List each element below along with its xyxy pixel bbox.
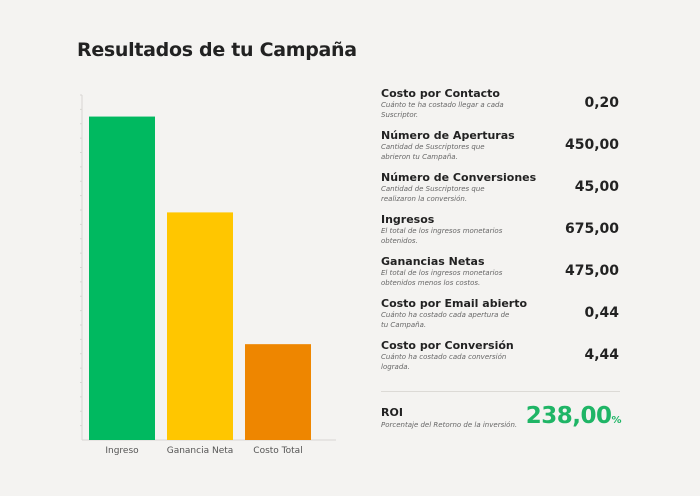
metric-value: 0,20 [584,95,619,111]
metric-ganancias-netas: Ganancias Netas El total de los ingresos… [381,255,621,295]
roi-number: 238,00 [525,403,612,429]
metric-description: El total de los ingresos monetarios obte… [381,269,503,287]
metric-costo-por-contacto: Costo por Contacto Cuánto te ha costado … [381,87,621,127]
bar-chart: Ingreso Ganancia Neta Costo Total [80,94,336,456]
metric-numero-de-conversiones: Número de Conversiones Cantidad de Suscr… [381,171,621,211]
bar-ingreso[interactable] [89,116,155,440]
metric-value: 0,44 [584,305,619,321]
metric-title: Ganancias Netas [381,255,485,268]
bar-ganancia-neta[interactable] [167,212,233,440]
bar-label-ganancia-neta: Ganancia Neta [166,446,234,456]
metric-description: Cuánto ha costado cada conversión lograd… [381,353,507,371]
metric-value: 4,44 [584,347,619,363]
metric-title: Costo por Contacto [381,87,500,100]
metric-title: Costo por Email abierto [381,297,528,310]
roi-description: Porcentaje del Retorno de la inversión. [381,421,518,429]
roi-block: ROI Porcentaje del Retorno de la inversi… [381,403,622,436]
chart-canvas [80,94,336,441]
metric-costo-por-conversion: Costo por Conversión Cuánto ha costado c… [381,339,621,379]
metric-description: Cantidad de Suscriptores que realizaron … [381,185,485,203]
metric-title: Costo por Conversión [381,339,514,352]
metric-description: Cuánto ha costado cada apertura de tu Ca… [381,311,510,329]
metric-value: 475,00 [564,263,619,279]
metric-description: El total de los ingresos monetarios obte… [381,227,503,245]
metric-description: Cuánto te ha costado llegar a cada Suscr… [381,101,504,119]
divider [381,391,620,392]
metric-value: 45,00 [574,179,619,195]
bar-costo-total[interactable] [245,344,311,440]
metric-title: Número de Aperturas [381,129,515,142]
metric-value: 450,00 [564,137,619,153]
y-axis-ticks [80,94,82,427]
metric-value: 675,00 [564,221,619,237]
metric-description: Cantidad de Suscriptores que abrieron tu… [381,143,485,161]
roi-value: 238,00% [525,403,622,429]
metric-ingresos: Ingresos El total de los ingresos moneta… [381,213,621,253]
roi-unit: % [611,415,621,426]
metric-title: Número de Conversiones [381,171,537,184]
metric-costo-por-email-abierto: Costo por Email abierto Cuánto ha costad… [381,297,621,337]
bar-label-costo-total: Costo Total [253,446,303,456]
metric-title: Ingresos [381,213,435,226]
bar-label-ingreso: Ingreso [105,446,139,456]
roi-title: ROI [381,406,403,419]
metric-numero-de-aperturas: Número de Aperturas Cantidad de Suscript… [381,129,621,169]
page-title: Resultados de tu Campaña [77,39,357,61]
